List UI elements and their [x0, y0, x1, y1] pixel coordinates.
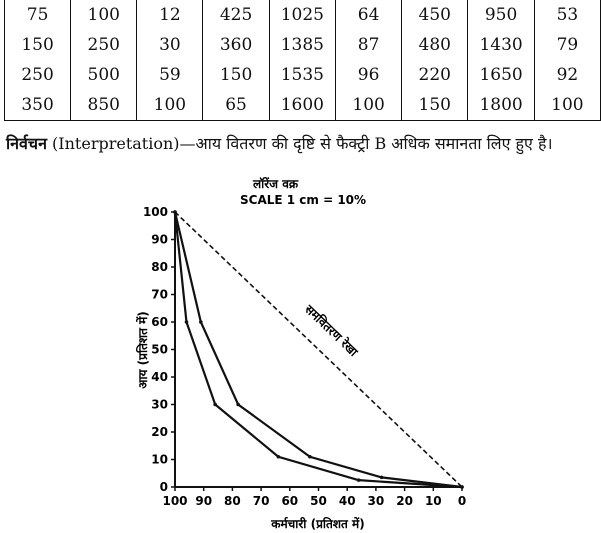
x-tick-label: 90 [195, 494, 212, 508]
table-cell: 100 [70, 0, 138, 30]
table-cell: 850 [70, 90, 138, 121]
y-tick-label: 90 [151, 233, 168, 247]
table-cell: 220 [401, 60, 469, 90]
interpretation: निर्वचन (Interpretation)—आय वितरण की दृष… [6, 132, 553, 154]
y-tick-label: 50 [151, 343, 168, 357]
table-cell: 65 [202, 90, 270, 121]
table-cell: 87 [335, 30, 403, 60]
table-cell: 30 [136, 30, 204, 60]
chart-title: लॉरेंज वक्र [252, 177, 299, 191]
lorenz-curve-1 [173, 211, 463, 489]
table-cell: 450 [401, 0, 469, 30]
interpretation-heading: निर्वचन [6, 134, 47, 153]
x-tick-label: 30 [368, 494, 385, 508]
y-axis-label: आय (प्रतिशत में) [136, 311, 150, 389]
y-tick-label: 70 [151, 288, 168, 302]
data-point [236, 402, 240, 407]
data-point [460, 485, 464, 489]
table-cell: 1385 [268, 30, 337, 60]
data-point [199, 320, 203, 324]
y-tick-label: 10 [151, 453, 168, 467]
table-cell: 950 [467, 0, 535, 30]
y-tick-label: 0 [160, 480, 168, 494]
table-cell: 64 [335, 0, 403, 30]
data-point [356, 478, 361, 482]
lorenz-chart: लॉरेंज वक्र SCALE 1 cm = 10% 100 90 80 70 60… [136, 177, 466, 531]
table-cell: 75 [3, 0, 72, 30]
data-point [173, 210, 177, 214]
x-tick-label: 40 [339, 494, 356, 508]
table-cell: 150 [202, 60, 270, 90]
x-tick-label: 60 [281, 494, 298, 508]
data-point [379, 475, 384, 480]
table-cell: 250 [70, 30, 138, 60]
x-axis-label: कर्मचारी (प्रतिशत में) [270, 517, 364, 531]
table-cell: 1600 [268, 90, 337, 121]
y-tick-label: 20 [151, 425, 168, 439]
data-point [213, 402, 217, 407]
table-cell: 1535 [268, 60, 337, 90]
table-cell: 350 [3, 90, 72, 121]
x-tick-label: 20 [396, 494, 413, 508]
x-tick-label: 80 [224, 494, 241, 508]
y-tick-label: 30 [151, 398, 168, 412]
table-cell: 250 [3, 60, 72, 90]
equality-line [174, 211, 463, 488]
data-point [276, 454, 281, 459]
table-cell: 480 [401, 30, 469, 60]
lorenz-curve-2 [173, 211, 463, 489]
table-cell: 1800 [467, 90, 535, 121]
table-cell: 100 [533, 90, 601, 121]
table-cell: 150 [3, 30, 72, 60]
y-tick-label: 80 [151, 260, 168, 274]
table-cell: 360 [202, 30, 270, 60]
table-cell: 100 [136, 90, 204, 121]
x-tick-label: 10 [425, 494, 442, 508]
table-row: 150 250 30 360 1385 87 480 1430 79 [3, 30, 601, 60]
equality-line-label: समवितरण रेखा [301, 302, 361, 360]
table-cell: 1650 [467, 60, 535, 90]
table-cell: 1025 [268, 0, 337, 30]
y-tick-label: 100 [143, 205, 168, 219]
table-cell: 59 [136, 60, 204, 90]
table-row: 350 850 100 65 1600 100 150 1800 100 [3, 90, 601, 121]
table-cell: 96 [335, 60, 403, 90]
x-tick-label: 0 [458, 494, 466, 508]
table-cell: 500 [70, 60, 138, 90]
data-point [308, 454, 312, 459]
table-cell: 100 [335, 90, 403, 121]
table-cell: 53 [533, 0, 601, 30]
data-point [184, 320, 189, 324]
table-row: 75 100 12 425 1025 64 450 950 53 [3, 0, 601, 30]
chart-subtitle: SCALE 1 cm = 10% [240, 193, 366, 207]
table-cell: 1430 [467, 30, 535, 60]
x-tick-label: 50 [310, 494, 327, 508]
y-tick-label: 40 [151, 370, 168, 384]
interpretation-text: (Interpretation)—आय वितरण की दृष्टि से फ… [46, 134, 553, 153]
table-cell: 92 [533, 60, 601, 90]
y-tick-label: 60 [151, 315, 168, 329]
table-row: 250 500 59 150 1535 96 220 1650 92 [3, 60, 601, 90]
data-table: 75 100 12 425 1025 64 450 950 53 150 250 30 360 1385 8… [3, 0, 601, 121]
x-tick-label: 70 [253, 494, 270, 508]
table-cell: 12 [136, 0, 204, 30]
table-cell: 79 [533, 30, 601, 60]
table-cell: 425 [202, 0, 270, 30]
x-tick-label: 100 [162, 494, 187, 508]
table-cell: 150 [401, 90, 469, 121]
